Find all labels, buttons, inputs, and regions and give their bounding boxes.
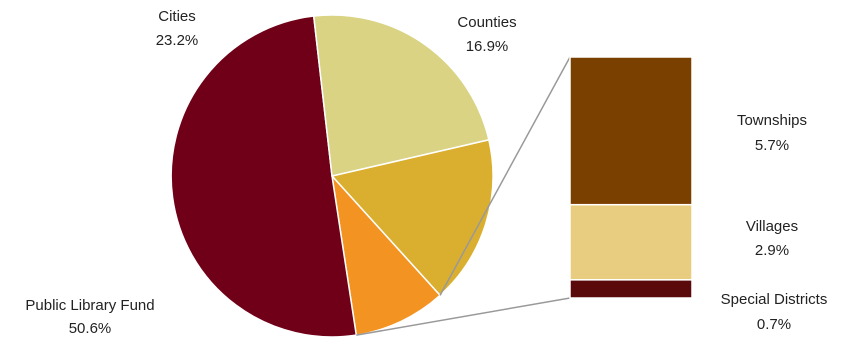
label-plf-value: 50.6% <box>69 320 112 337</box>
label-villages: Villages 2.9% <box>746 218 798 259</box>
connector-lines <box>356 56 571 336</box>
label-special-districts-value: 0.7% <box>757 316 791 333</box>
bar-segment-special-districts <box>569 279 693 299</box>
label-townships: Townships 5.7% <box>737 112 807 154</box>
connector-line-bottom <box>356 297 571 336</box>
label-special-districts-name: Special Districts <box>721 291 828 308</box>
label-counties: Counties 16.9% <box>457 14 516 55</box>
label-counties-value: 16.9% <box>466 38 509 55</box>
label-counties-name: Counties <box>457 14 516 31</box>
label-cities-name: Cities <box>158 8 196 25</box>
pie-slice-public-library-fund <box>170 15 358 338</box>
bar-segment-villages <box>569 203 693 281</box>
pie-slice-cities <box>312 14 490 177</box>
pie <box>170 14 494 338</box>
label-townships-value: 5.7% <box>755 137 789 154</box>
label-public-library-fund: Public Library Fund 50.6% <box>25 297 154 337</box>
label-special-districts: Special Districts 0.7% <box>721 291 828 333</box>
label-cities-value: 23.2% <box>156 32 199 49</box>
stacked-bar <box>569 56 693 299</box>
label-cities: Cities 23.2% <box>156 8 199 49</box>
label-plf-name: Public Library Fund <box>25 297 154 314</box>
pie-slice-counties <box>330 138 494 297</box>
label-villages-value: 2.9% <box>755 242 789 259</box>
label-villages-name: Villages <box>746 218 798 235</box>
connector-line-top <box>439 56 571 296</box>
bar-segment-townships <box>569 56 693 206</box>
label-townships-name: Townships <box>737 112 807 129</box>
